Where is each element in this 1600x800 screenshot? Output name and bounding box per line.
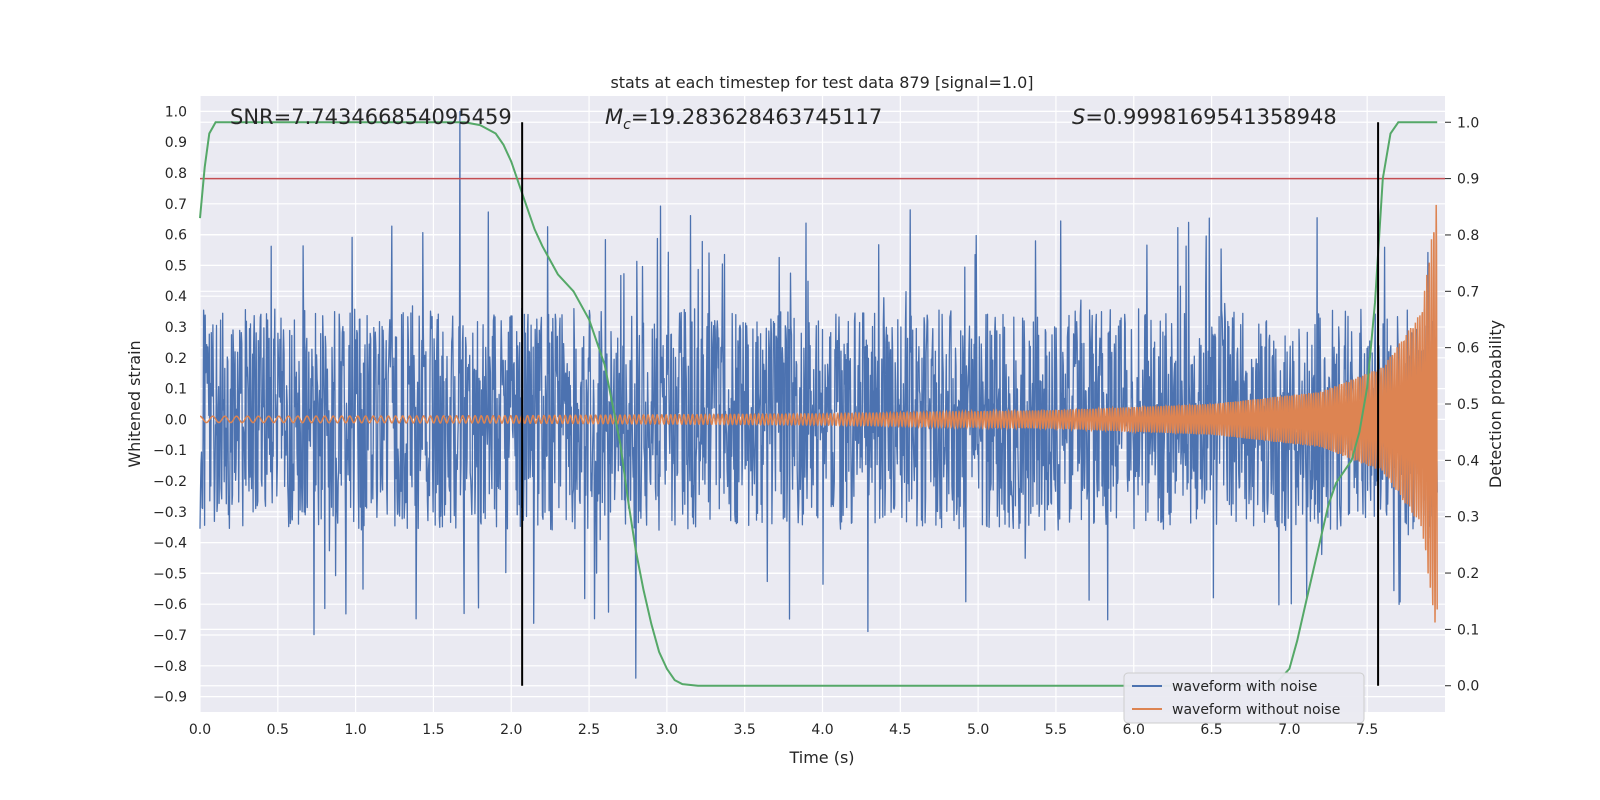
x-tick-label: 2.0 [500, 722, 522, 738]
y2-tick-label: 0.3 [1457, 510, 1479, 526]
y-ticks: 1.0 0.9 0.8 0.7 0.6 0.5 0.4 0.3 0.2 0.1 0.0 −0.1 −0.… [153, 104, 187, 705]
x-tick-label: 2.5 [578, 722, 600, 738]
y-tick-label: −0.5 [153, 566, 187, 582]
x-tick-label: 6.0 [1123, 722, 1145, 738]
s-symbol: S [1072, 105, 1085, 129]
mc-symbol: M [605, 105, 623, 129]
y2-tick-label: 0.6 [1457, 341, 1479, 357]
y-tick-label: 0.0 [165, 412, 187, 428]
x-tick-label: 3.5 [734, 722, 756, 738]
y2-tick-label: 0.9 [1457, 172, 1479, 188]
legend: waveform with noise waveform without noi… [1123, 672, 1365, 724]
y-tick-label: −0.1 [153, 443, 187, 459]
y2-tick-label: 0.4 [1457, 453, 1479, 469]
y2-tick-label: 0.0 [1457, 679, 1479, 695]
legend-box [1123, 672, 1365, 724]
mc-subscript: c [623, 117, 631, 133]
y-tick-label: −0.9 [153, 690, 187, 706]
y2-tick-label: 0.8 [1457, 228, 1479, 244]
mc-value: =19.283628463745117 [631, 105, 882, 129]
y-tick-label: −0.8 [153, 659, 187, 675]
y-tick-label: −0.3 [153, 505, 187, 521]
y-tick-label: 0.9 [165, 135, 187, 151]
x-tick-label: 5.0 [967, 722, 989, 738]
x-ticks: 0.0 0.5 1.0 1.5 2.0 2.5 3.0 3.5 4.0 4.5 5.0 5.5 6.0 6… [189, 722, 1378, 738]
x-tick-label: 3.0 [656, 722, 678, 738]
annotation-chirp-mass: Mc=19.283628463745117 [605, 105, 882, 133]
y-tick-label: 0.5 [165, 258, 187, 274]
annotation-snr: SNR=7.743466854095459 [230, 105, 512, 129]
y2-tick-label: 0.5 [1457, 397, 1479, 413]
y-tick-label: 1.0 [165, 104, 187, 120]
x-tick-label: 0.0 [189, 722, 211, 738]
y-tick-label: −0.6 [153, 597, 187, 613]
x-tick-label: 5.5 [1045, 722, 1067, 738]
series-layer [199, 110, 1445, 687]
y-axis-label: Whitened strain [125, 340, 144, 467]
y2-tick-label: 1.0 [1457, 115, 1479, 131]
y2-ticks: 1.0 0.9 0.8 0.7 0.6 0.5 0.4 0.3 0.2 0.1 0.0 [1445, 115, 1479, 695]
y-tick-label: −0.7 [153, 628, 187, 644]
y-tick-label: −0.4 [153, 536, 187, 552]
series-waveform-with-noise [199, 110, 1438, 679]
y-tick-label: 0.3 [165, 320, 187, 336]
y2-axis-label: Detection probability [1486, 320, 1505, 488]
x-tick-label: 4.5 [889, 722, 911, 738]
y-tick-label: 0.7 [165, 197, 187, 213]
x-tick-label: 1.5 [422, 722, 444, 738]
series-waveform-without-noise [199, 204, 1438, 623]
y2-tick-label: 0.7 [1457, 284, 1479, 300]
s-value: =0.9998169541358948 [1085, 105, 1336, 129]
y-tick-label: 0.2 [165, 351, 187, 367]
y-tick-label: −0.2 [153, 474, 187, 490]
legend-label-clean: waveform without noise [1172, 702, 1340, 718]
x-tick-label: 7.5 [1356, 722, 1378, 738]
x-tick-label: 7.0 [1278, 722, 1300, 738]
x-tick-label: 0.5 [267, 722, 289, 738]
y-tick-label: 0.1 [165, 382, 187, 398]
x-tick-label: 4.0 [811, 722, 833, 738]
annotation-s: S=0.9998169541358948 [1072, 105, 1337, 129]
y2-tick-label: 0.1 [1457, 622, 1479, 638]
x-tick-label: 1.0 [344, 722, 366, 738]
legend-label-noisy: waveform with noise [1172, 679, 1317, 695]
y-tick-label: 0.4 [165, 289, 187, 305]
chart-title: stats at each timestep for test data 879… [610, 73, 1033, 92]
x-axis-label: Time (s) [788, 748, 854, 767]
y-tick-label: 0.6 [165, 228, 187, 244]
y-tick-label: 0.8 [165, 166, 187, 182]
x-tick-label: 6.5 [1200, 722, 1222, 738]
y2-tick-label: 0.2 [1457, 566, 1479, 582]
series-detection-probability [199, 121, 1438, 687]
